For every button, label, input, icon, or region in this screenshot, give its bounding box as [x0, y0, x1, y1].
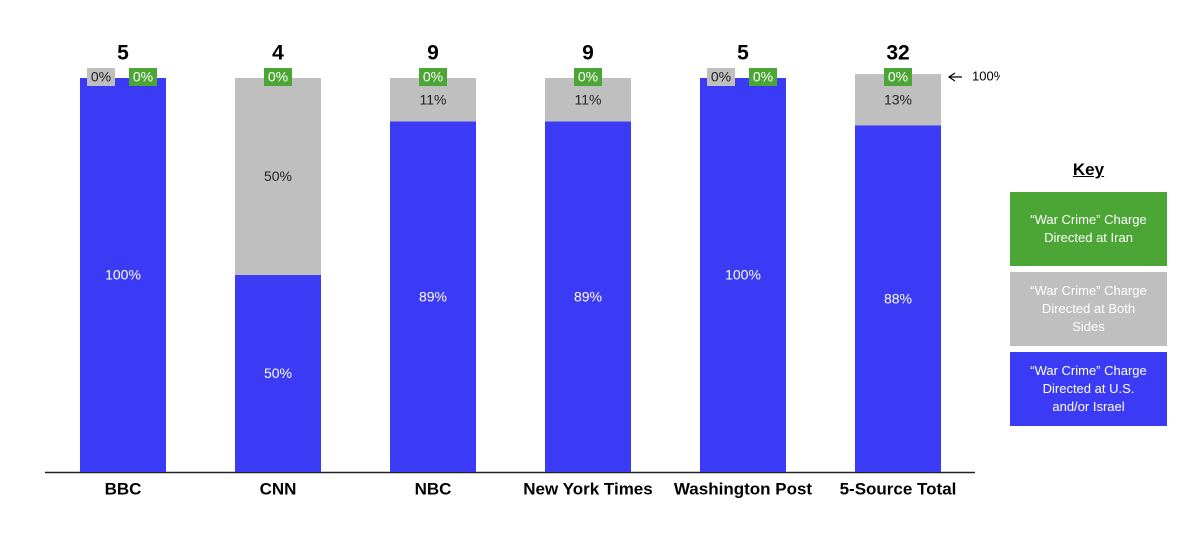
legend-entry: “War Crime” Charge Directed at Iran — [1010, 192, 1167, 266]
total-label: 32 — [886, 42, 909, 65]
value-label: 88% — [884, 290, 912, 306]
x-tick-label: CNN — [260, 479, 297, 498]
total-label: 9 — [582, 42, 594, 65]
value-label: 100% — [105, 267, 141, 283]
bar-segment — [235, 78, 321, 275]
value-label: 0% — [133, 69, 153, 85]
x-tick-label: BBC — [105, 479, 142, 498]
bar-segment — [855, 125, 941, 472]
label-box — [884, 68, 912, 86]
value-label: 0% — [753, 69, 773, 85]
label-box — [129, 68, 157, 86]
x-tick-label: New York Times — [523, 479, 652, 498]
bar-segment — [545, 121, 631, 472]
total-label: 4 — [272, 42, 284, 65]
label-box — [749, 68, 777, 86]
label-box — [707, 68, 735, 86]
total-label: 9 — [427, 42, 439, 65]
value-label: 0% — [91, 69, 111, 85]
value-label: 50% — [264, 168, 292, 184]
value-label: 0% — [268, 69, 288, 85]
annotation: 100% — [972, 68, 1000, 83]
value-label: 11% — [420, 91, 447, 107]
legend-title: Key — [1072, 160, 1105, 179]
annotation-arrow — [947, 72, 962, 82]
value-label: 100% — [725, 267, 761, 283]
total-label: 5 — [737, 42, 749, 65]
label-box — [87, 68, 115, 86]
label-box — [264, 68, 292, 86]
chart: 100% BBC5100%0%0%CNN450%50%0%NBC989%11%0… — [45, 42, 1000, 498]
value-label: 89% — [574, 288, 602, 304]
legend-entry: “War Crime” Charge Directed at Both Side… — [1010, 272, 1167, 346]
x-tick-label: 5-Source Total — [840, 479, 957, 498]
value-label: 13% — [884, 91, 912, 107]
legend-entry: “War Crime” Charge Directed at U.S. and/… — [1010, 352, 1167, 426]
value-label: 50% — [264, 365, 292, 381]
bar-segment — [390, 121, 476, 472]
value-label: 11% — [575, 91, 602, 107]
label-box — [574, 68, 602, 86]
value-label: 89% — [419, 288, 447, 304]
legend: Key “War Crime” Charge Directed at Iran “… — [1010, 160, 1167, 426]
x-tick-label: Washington Post — [674, 479, 813, 498]
label-box — [419, 68, 447, 86]
bar-segment — [80, 78, 166, 472]
x-tick-label: NBC — [415, 479, 452, 498]
value-label: 0% — [888, 69, 908, 85]
value-label: 0% — [423, 69, 443, 85]
bar-segment — [700, 78, 786, 472]
bar-segment — [235, 275, 321, 472]
total-label: 5 — [117, 42, 129, 65]
value-label: 0% — [578, 69, 598, 85]
value-label: 0% — [711, 69, 731, 85]
